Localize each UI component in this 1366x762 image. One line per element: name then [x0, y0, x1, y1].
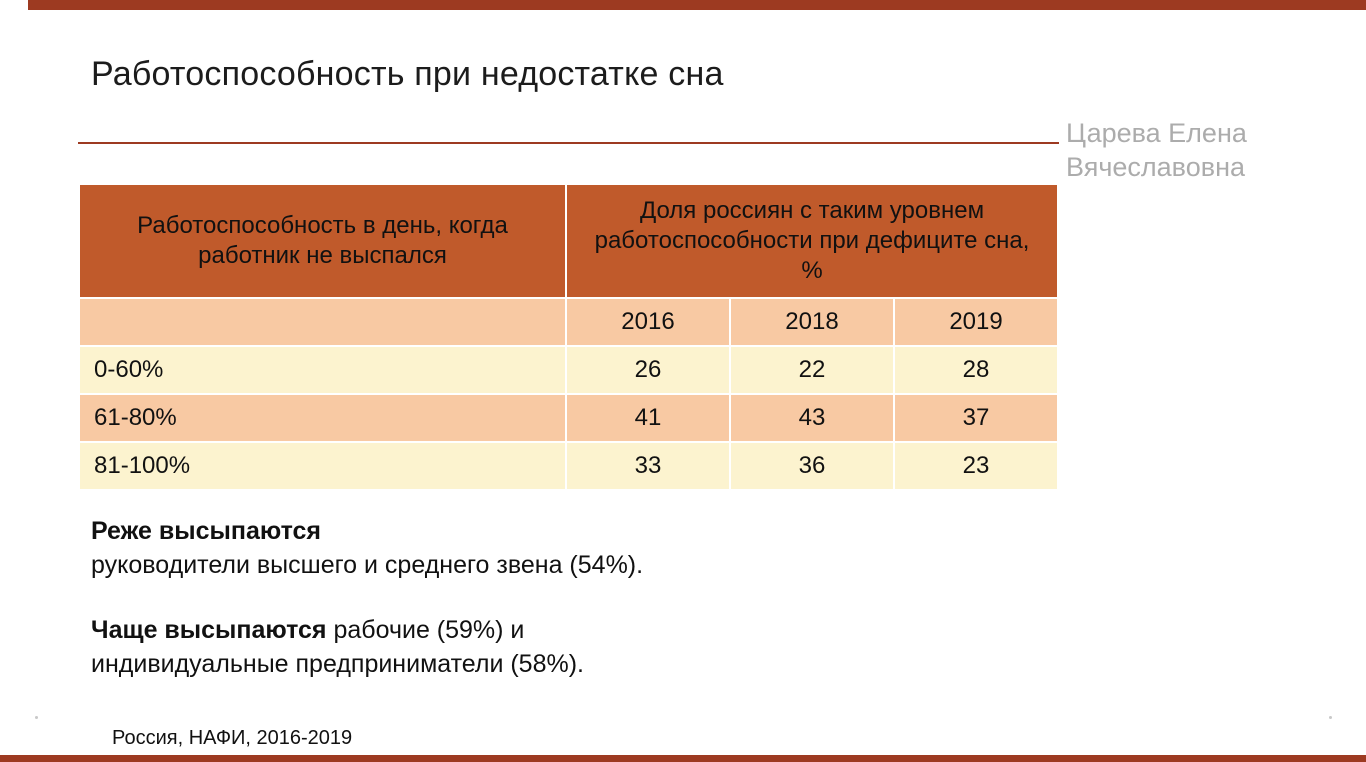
year-header-2016: 2016 [565, 297, 731, 347]
cell-value: 33 [565, 441, 731, 491]
note-less-sleep: Реже высыпаются руководители высшего и с… [91, 514, 791, 582]
note-more-sleep-text: рабочие (59%) и [326, 616, 525, 644]
row-label: 0-60% [78, 345, 567, 395]
author-block: Царева Елена Вячеславовна [1066, 116, 1296, 184]
cell-value: 36 [729, 441, 895, 491]
bottom-accent-bar [0, 755, 1366, 762]
note-more-sleep-line2: индивидуальные предприниматели (58%). [91, 650, 584, 678]
decor-dot-left [35, 716, 38, 719]
slide-title: Работоспособность при недостатке сна [91, 55, 724, 93]
author-line-1: Царева Елена [1066, 118, 1247, 148]
cell-value: 22 [729, 345, 895, 395]
year-header-2019: 2019 [892, 297, 1060, 347]
note-more-sleep: Чаще высыпаются рабочие (59%) и индивиду… [91, 613, 791, 681]
row-label: 81-100% [78, 441, 567, 491]
table-header-share: Доля россиян с таким уровнем работоспосо… [564, 183, 1060, 299]
note-less-sleep-text: руководители высшего и среднего звена (5… [91, 551, 644, 579]
note-more-sleep-bold: Чаще высыпаются [91, 616, 327, 644]
note-less-sleep-bold: Реже высыпаются [91, 517, 321, 545]
decor-dot-right [1329, 716, 1332, 719]
row-label: 61-80% [78, 393, 567, 443]
table-row-61-80: 61-80% 41 43 37 [78, 393, 1060, 443]
years-row-empty-cell [78, 297, 567, 347]
sleep-performance-table: Работоспособность в день, когда работник… [78, 183, 1060, 491]
table-header-performance: Работоспособность в день, когда работник… [78, 183, 567, 299]
table-row-0-60: 0-60% 26 22 28 [78, 345, 1060, 395]
source-note: Россия, НАФИ, 2016-2019 [112, 727, 353, 749]
notes-block: Реже высыпаются руководители высшего и с… [91, 514, 791, 681]
cell-value: 28 [892, 345, 1060, 395]
cell-value: 43 [729, 393, 895, 443]
table-years-row: 2016 2018 2019 [78, 297, 1060, 347]
author-line-2: Вячеславовна [1066, 152, 1246, 182]
cell-value: 26 [565, 345, 731, 395]
table-row-81-100: 81-100% 33 36 23 [78, 441, 1060, 491]
year-header-2018: 2018 [729, 297, 895, 347]
cell-value: 41 [565, 393, 731, 443]
cell-value: 23 [892, 441, 1060, 491]
title-divider-line [78, 142, 1059, 144]
top-accent-bar [28, 0, 1366, 10]
table-header-row: Работоспособность в день, когда работник… [78, 183, 1060, 299]
cell-value: 37 [892, 393, 1060, 443]
